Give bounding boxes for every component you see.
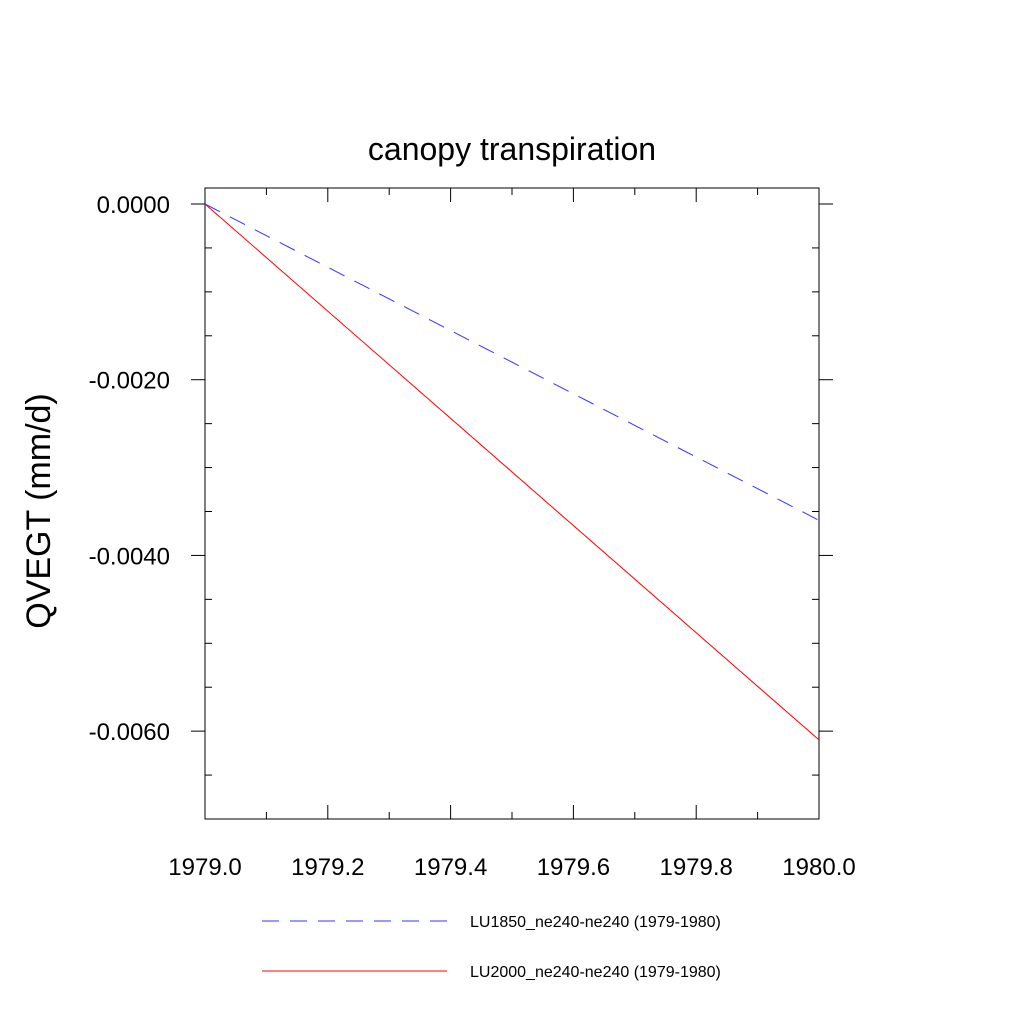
legend-label-1: LU1850_ne240-ne240 (1979-1980) (470, 914, 721, 931)
y-tick-label: -0.0040 (89, 543, 170, 570)
x-tick-label: 1979.8 (659, 854, 732, 881)
x-tick-label: 1979.4 (414, 854, 487, 881)
y-tick-label: 0.0000 (97, 192, 170, 219)
legend-label-2: LU2000_ne240-ne240 (1979-1980) (470, 964, 721, 981)
series-line-1 (204, 203, 820, 521)
plot-frame (204, 187, 820, 820)
x-tick-label: 1979.2 (291, 854, 364, 881)
series-line-2 (204, 203, 820, 741)
y-tick-label: -0.0060 (89, 719, 170, 746)
x-tick-label: 1979.0 (168, 854, 241, 881)
x-tick-label: 1980.0 (782, 854, 855, 881)
y-tick-label: -0.0020 (89, 368, 170, 395)
x-tick-label: 1979.6 (537, 854, 610, 881)
plot-area: 1979.0 1979.2 1979.4 1979.6 1979.8 1980.0 0.00… (89, 187, 856, 881)
y-axis-label: QVEGT (mm/d) (20, 393, 58, 629)
legend: LU1850_ne240-ne240 (1979-1980) LU2000_ne2… (262, 914, 721, 981)
chart-title: canopy transpiration (368, 131, 656, 167)
